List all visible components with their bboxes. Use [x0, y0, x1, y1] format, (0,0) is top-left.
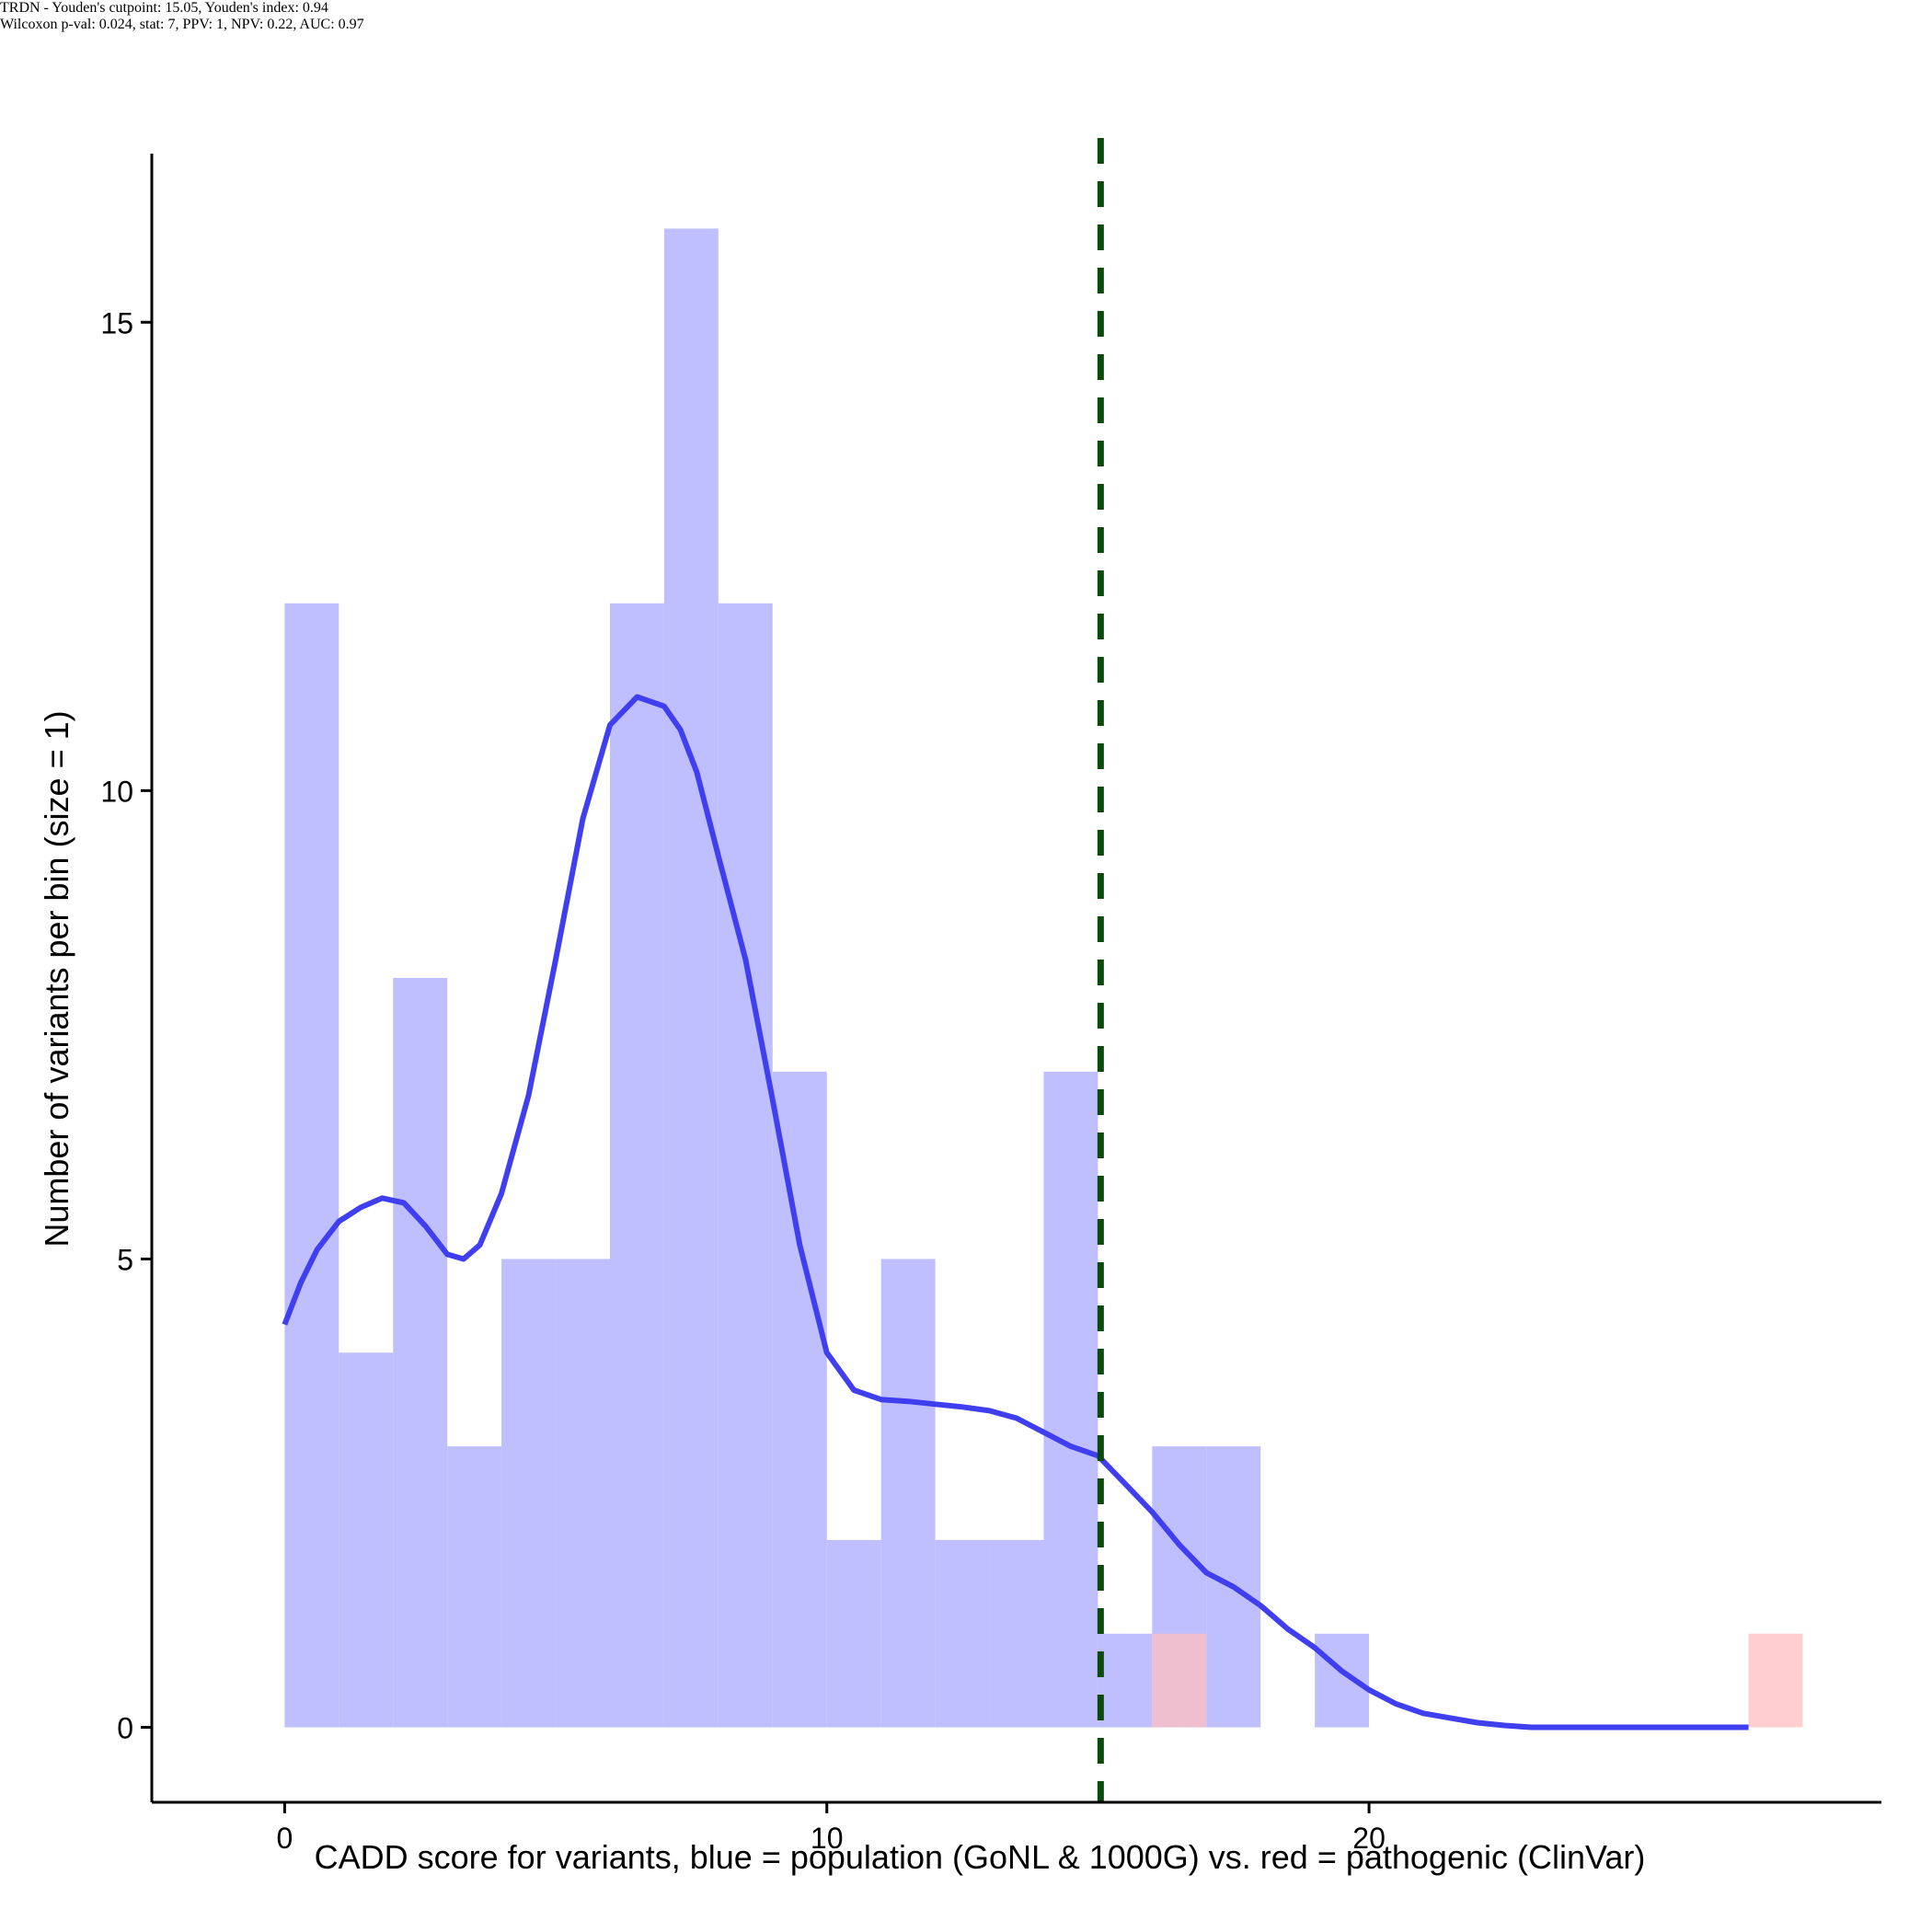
population-bar-5 — [556, 1259, 610, 1728]
y-tick-label-15: 15 — [100, 306, 133, 339]
y-axis-label: Number of variants per bin (size = 1) — [38, 710, 75, 1248]
y-tick-label-0: 0 — [117, 1712, 133, 1745]
pathogenic-bar-16 — [1152, 1633, 1207, 1728]
population-bar-2 — [393, 978, 448, 1728]
x-axis-label: CADD score for variants, blue = populati… — [314, 1838, 1646, 1876]
x-tick-label-20: 20 — [1352, 1822, 1386, 1855]
histogram-bars — [284, 228, 1803, 1728]
population-bar-3 — [447, 1446, 502, 1728]
population-bar-8 — [718, 603, 773, 1728]
chart-subtitle: Wilcoxon p-val: 0.024, stat: 7, PPV: 1, … — [0, 17, 364, 32]
x-tick-label-0: 0 — [276, 1822, 293, 1855]
axis-ticks: 0 10 20 0 5 10 15 — [100, 306, 1385, 1855]
y-tick-label-10: 10 — [100, 775, 133, 808]
density-curve — [282, 694, 1749, 1731]
pathogenic-bar-27 — [1748, 1633, 1803, 1728]
population-bar-1 — [339, 1352, 394, 1728]
chart-title: TRDN - Youden's cutpoint: 15.05, Youden'… — [0, 0, 328, 16]
population-bar-7 — [663, 228, 719, 1728]
population-bar-9 — [772, 1071, 827, 1728]
population-bar-13 — [989, 1539, 1044, 1728]
y-tick-label-5: 5 — [117, 1243, 133, 1276]
population-bar-4 — [501, 1259, 557, 1728]
x-tick-label-10: 10 — [811, 1822, 844, 1855]
population-bar-15 — [1098, 1633, 1153, 1728]
population-bar-19 — [1315, 1633, 1370, 1728]
population-bar-0 — [284, 603, 339, 1728]
population-bar-11 — [880, 1259, 936, 1728]
population-bar-6 — [609, 603, 664, 1728]
population-bar-10 — [826, 1539, 881, 1728]
population-bar-12 — [935, 1539, 990, 1728]
population-bar-14 — [1043, 1071, 1098, 1728]
